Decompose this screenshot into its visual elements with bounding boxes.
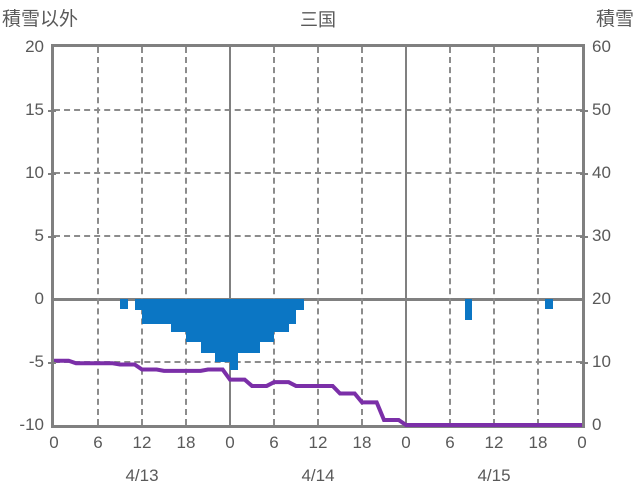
gridline-vertical bbox=[493, 47, 495, 425]
bar bbox=[171, 299, 180, 332]
y-axis-left-tick-mark bbox=[48, 110, 56, 112]
x-axis-day-label: 4/14 bbox=[301, 466, 335, 485]
gridline-vertical bbox=[361, 47, 363, 425]
y-axis-left-tick-label: 15 bbox=[25, 100, 44, 119]
gridline-vertical bbox=[141, 47, 143, 425]
y-axis-right-tick-mark bbox=[580, 362, 588, 364]
bar bbox=[200, 299, 209, 354]
x-axis-tick-label: 6 bbox=[93, 433, 103, 452]
gridline-day-boundary bbox=[229, 47, 231, 425]
gridline-vertical bbox=[185, 47, 187, 425]
bar bbox=[266, 299, 275, 342]
gridline-vertical bbox=[273, 47, 275, 425]
y-axis-right-tick-mark bbox=[580, 173, 588, 175]
y-axis-right-tick-label: 0 bbox=[592, 415, 602, 434]
y-axis-left-tick-label: -10 bbox=[19, 415, 44, 434]
bar bbox=[134, 299, 143, 311]
bar bbox=[259, 299, 268, 342]
bar bbox=[215, 299, 224, 362]
x-axis-tick-label: 18 bbox=[528, 433, 548, 452]
x-axis-tick-label: 12 bbox=[484, 433, 504, 452]
snow-depth-line bbox=[54, 358, 582, 427]
y-axis-right-tick-label: 10 bbox=[592, 352, 611, 371]
bar bbox=[186, 299, 194, 342]
x-axis-tick-label: 0 bbox=[225, 433, 235, 452]
x-axis-tick-label: 6 bbox=[445, 433, 455, 452]
y-axis-left-tick-mark bbox=[48, 362, 56, 364]
bar bbox=[208, 299, 216, 354]
bar bbox=[149, 299, 158, 325]
y-axis-right-tick-label: 30 bbox=[592, 226, 611, 245]
y-axis-left-tick-mark bbox=[48, 173, 56, 175]
bar bbox=[274, 299, 282, 332]
x-axis-tick-label: 12 bbox=[132, 433, 152, 452]
gridline-vertical bbox=[97, 47, 99, 425]
plot-area bbox=[51, 44, 585, 428]
y-axis-right-tick-label: 50 bbox=[592, 100, 611, 119]
x-axis-tick-label: 18 bbox=[352, 433, 372, 452]
y-axis-right-tick-mark bbox=[580, 110, 588, 112]
y-axis-left-tick-label: -5 bbox=[28, 352, 44, 371]
bar bbox=[288, 299, 297, 325]
bar bbox=[120, 299, 128, 310]
right-axis-title: 積雪 bbox=[595, 9, 634, 30]
bar bbox=[244, 299, 253, 354]
y-axis-left-tick-label: 5 bbox=[34, 226, 44, 245]
x-axis-tick-label: 12 bbox=[308, 433, 328, 452]
bar bbox=[237, 299, 246, 354]
y-axis-right-tick-mark bbox=[580, 236, 588, 238]
bar bbox=[164, 299, 172, 325]
x-axis-tick-label: 18 bbox=[176, 433, 196, 452]
y-axis-left-tick-label: 10 bbox=[25, 163, 44, 182]
left-axis-title: 積雪以外 bbox=[2, 9, 79, 30]
bar bbox=[193, 299, 202, 342]
y-axis-right-tick-label: 40 bbox=[592, 163, 611, 182]
bar bbox=[464, 299, 473, 321]
bar bbox=[252, 299, 260, 354]
gridline-vertical bbox=[449, 47, 451, 425]
x-axis-day-label: 4/13 bbox=[125, 466, 159, 485]
y-axis-right-tick-label: 20 bbox=[592, 289, 611, 308]
x-axis-day-label: 4/15 bbox=[477, 466, 511, 485]
y-axis-left-tick-label: 20 bbox=[25, 37, 44, 56]
gridline-day-boundary bbox=[405, 47, 407, 425]
x-axis-tick-label: 0 bbox=[401, 433, 411, 452]
y-axis-left-tick-label: 0 bbox=[34, 289, 44, 308]
bar bbox=[230, 299, 238, 370]
bar bbox=[142, 299, 150, 325]
x-axis-tick-label: 0 bbox=[49, 433, 59, 452]
bar bbox=[178, 299, 187, 332]
bar bbox=[156, 299, 165, 325]
bar bbox=[545, 299, 554, 310]
x-axis-tick-label: 6 bbox=[269, 433, 279, 452]
gridline-vertical bbox=[537, 47, 539, 425]
gridline-vertical bbox=[317, 47, 319, 425]
bar bbox=[281, 299, 290, 332]
y-axis-left-tick-mark bbox=[48, 236, 56, 238]
bar bbox=[296, 299, 304, 311]
chart-title: 三国 bbox=[300, 10, 336, 30]
bar bbox=[222, 299, 231, 362]
x-axis-tick-label: 0 bbox=[577, 433, 587, 452]
y-axis-right-tick-label: 60 bbox=[592, 37, 611, 56]
